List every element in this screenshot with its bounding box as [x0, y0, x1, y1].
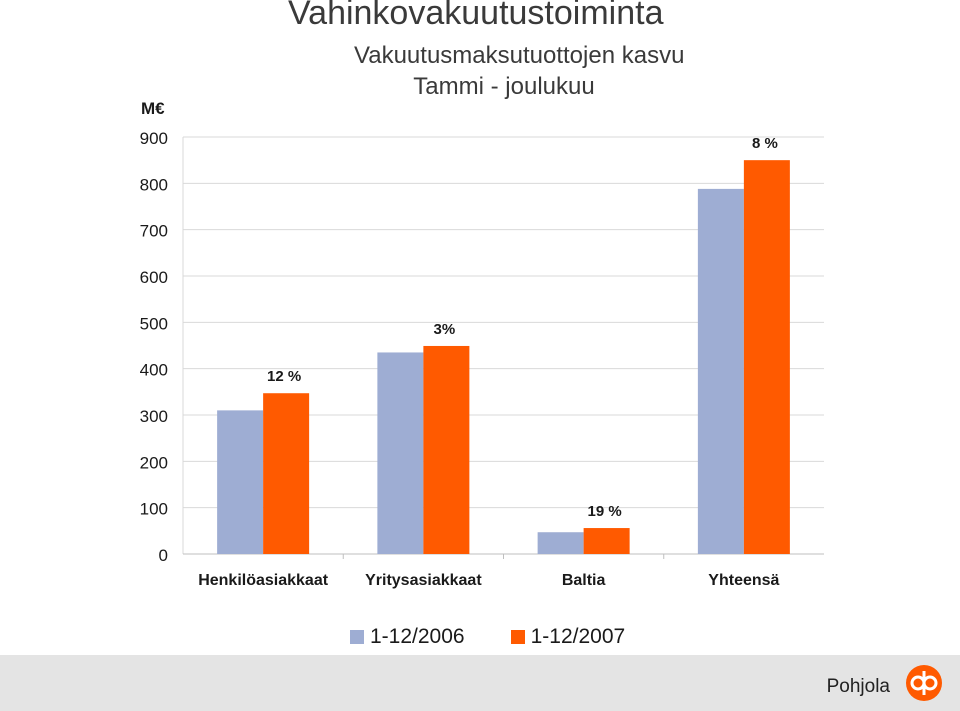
legend: 1-12/2006 1-12/2007 — [350, 625, 671, 649]
y-tick-label: 600 — [140, 268, 168, 287]
legend-item-2006: 1-12/2006 — [350, 625, 465, 649]
y-tick-label: 300 — [140, 407, 168, 426]
y-tick-label: 0 — [159, 546, 168, 565]
bar-2007 — [423, 345, 470, 554]
legend-swatch-2006 — [350, 630, 364, 644]
growth-label: 12 % — [267, 368, 301, 385]
growth-label: 3% — [434, 321, 456, 338]
growth-label: 19 % — [588, 503, 622, 520]
legend-item-2007: 1-12/2007 — [510, 625, 626, 649]
y-axis-unit: M€ — [141, 99, 165, 118]
bar-2007 — [263, 393, 310, 554]
legend-label-2007: 1-12/2007 — [530, 625, 626, 648]
bar-2006 — [537, 532, 584, 554]
y-tick-label: 200 — [140, 453, 168, 472]
bar-2007 — [743, 160, 790, 554]
chart-title: Vahinkovakuutustoiminta — [288, 0, 664, 32]
y-tick-label: 900 — [140, 129, 168, 148]
growth-label: 8 % — [752, 135, 778, 152]
x-tick-label: Henkilöasiakkaat — [198, 572, 329, 589]
x-tick-label: Yhteensä — [708, 572, 779, 589]
bar-2006 — [377, 352, 424, 554]
bar-chart: 0 100 200 300 400 500 600 700 800 900 Henkilöasiak… — [140, 129, 824, 589]
bar-2007 — [583, 528, 630, 554]
bar-2006 — [697, 188, 744, 555]
y-tick-label: 400 — [140, 361, 168, 380]
bar-2006 — [217, 410, 264, 554]
x-tick-label: Baltia — [562, 572, 606, 589]
y-tick-label: 500 — [140, 314, 168, 333]
legend-label-2006: 1-12/2006 — [370, 625, 465, 648]
x-tick-label: Yritysasiakkaat — [365, 572, 482, 589]
brand-name: Pohjola — [826, 676, 890, 697]
chart-subtitle: Vakuutusmaksutuottojen kasvu — [354, 42, 685, 69]
y-tick-label: 100 — [140, 500, 168, 519]
y-tick-label: 700 — [140, 222, 168, 241]
footer-bar: Pohjola — [0, 655, 960, 711]
pohjola-logo-icon — [906, 665, 942, 701]
legend-swatch-2007 — [510, 630, 525, 644]
y-tick-label: 800 — [140, 175, 168, 194]
chart-period: Tammi - joulukuu — [413, 73, 595, 100]
